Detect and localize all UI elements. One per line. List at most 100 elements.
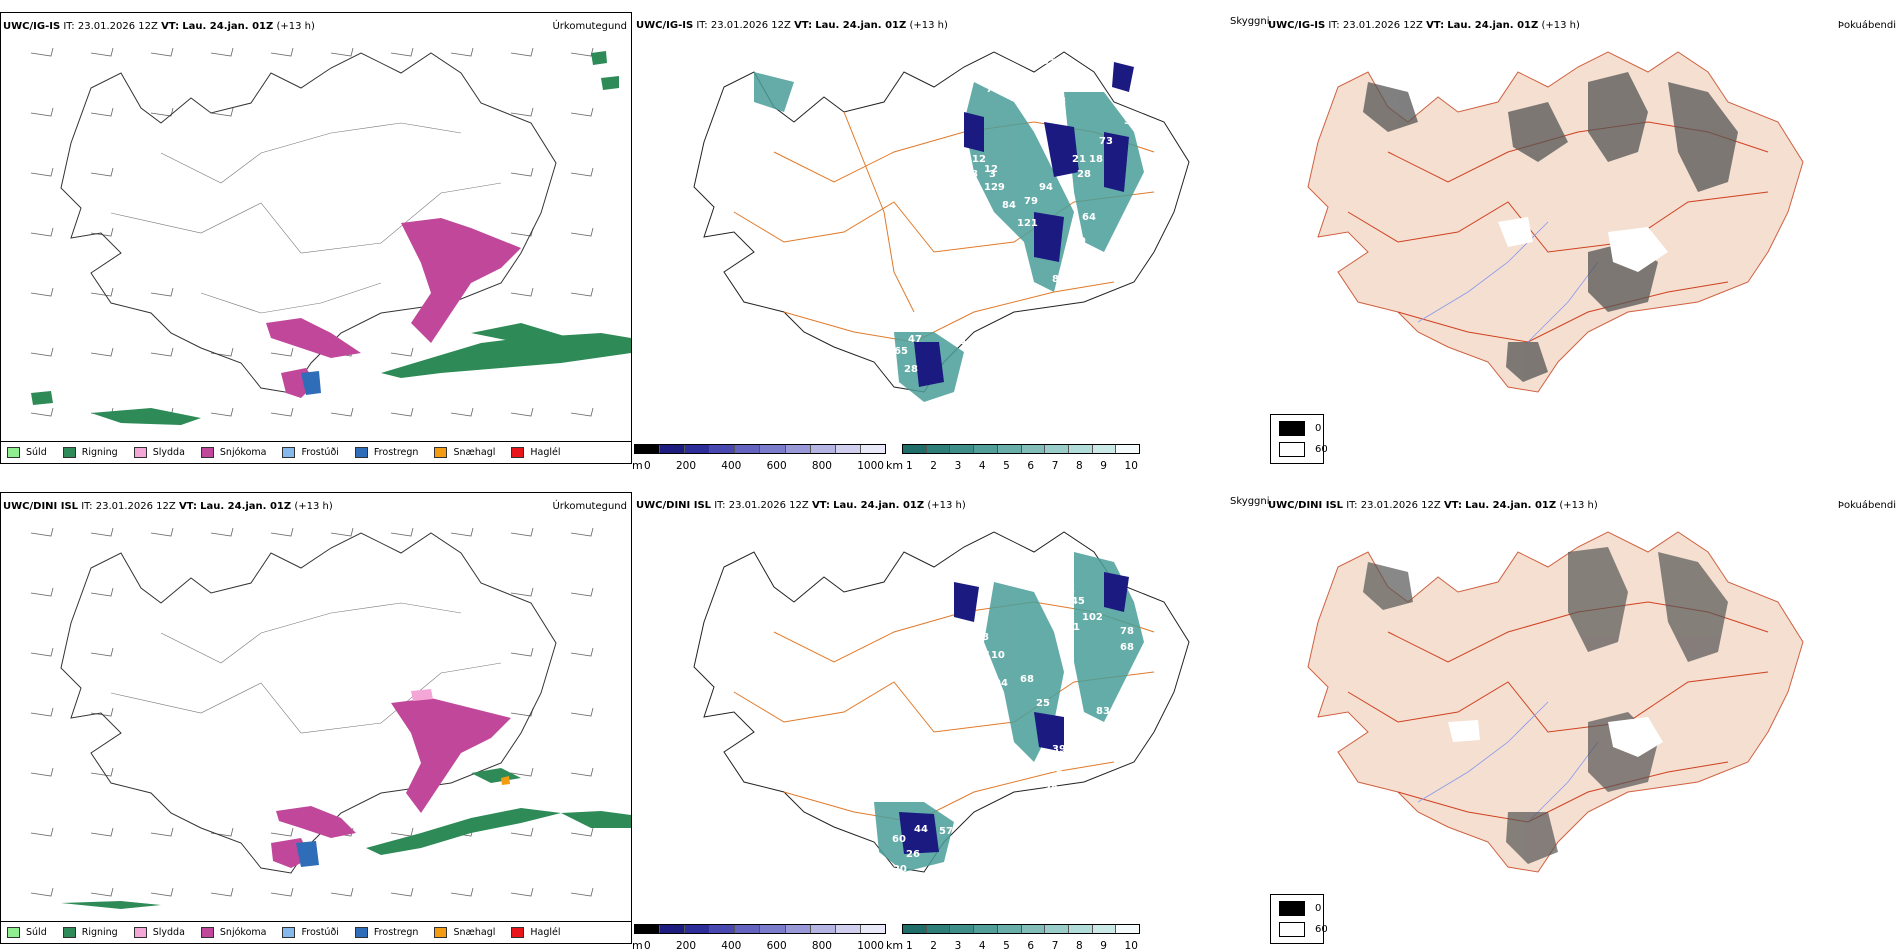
- iceland-outline: [693, 531, 1190, 873]
- legend-label: Súld: [26, 447, 47, 458]
- visibility-value-label: 84: [1002, 200, 1016, 211]
- fog-index-map-bottom: Skyggni UWC/DINI ISL IT: 23.01.2026 12Z …: [1230, 492, 1900, 944]
- panel-header: UWC/IG-IS IT: 23.01.2026 12Z VT: Lau. 24…: [3, 21, 315, 32]
- visibility-colorbar: [902, 924, 1140, 934]
- elevation-colorbar: [634, 444, 886, 454]
- visibility-value-label: 61: [1072, 752, 1086, 763]
- elevation-unit: m: [632, 939, 643, 952]
- panel-header: UWC/IG-IS IT: 23.01.2026 12Z VT: Lau. 24…: [636, 20, 948, 31]
- panel-header: UWC/IG-IS IT: 23.01.2026 12Z VT: Lau. 24…: [1268, 20, 1580, 31]
- visibility-value-label: 102: [1042, 764, 1063, 775]
- legend-label: Snæhagl: [453, 927, 496, 938]
- visibility-value-label: 12: [984, 164, 998, 175]
- legend-swatch: [7, 927, 20, 938]
- visibility-value-label: 73: [1099, 136, 1113, 147]
- visibility-value-label: 87: [1052, 274, 1066, 285]
- legend-label: Frostúði: [301, 447, 339, 458]
- visibility-value-label: 55: [1124, 116, 1138, 127]
- legend-item: Snæhagl: [434, 927, 495, 938]
- colorbar-tick: 0: [644, 940, 651, 952]
- legend-item: Frostregn: [354, 927, 418, 938]
- colorbar-tick: 6: [1027, 940, 1035, 952]
- legend-swatch: [62, 447, 76, 458]
- colorbar-tick: 2: [930, 460, 937, 472]
- elevation-ticks: 0 200 400 600 800 1000: [644, 940, 884, 952]
- visibility-value-label: 31: [1066, 622, 1080, 633]
- visibility-value-label: 30: [1044, 784, 1058, 795]
- precip-type-map-top: UWC/IG-IS IT: 23.01.2026 12Z VT: Lau. 24…: [0, 12, 632, 464]
- rain-areas: [61, 768, 631, 909]
- panel-type-label: Þokuábendi: [1837, 20, 1896, 31]
- legend-swatch: [7, 447, 20, 458]
- visibility-value-label: 28: [904, 364, 918, 375]
- visibility-value-label: 79: [986, 84, 1000, 95]
- legend-label: Rigning: [81, 447, 118, 458]
- visibility-value-label: 8: [982, 632, 989, 643]
- colorbar-tick: 400: [721, 460, 742, 472]
- legend-item: Frostúði: [282, 447, 339, 458]
- colorbar-tick: 5: [1003, 460, 1010, 472]
- legend-item: Haglél: [511, 927, 561, 938]
- colorbar-tick: 200: [675, 460, 696, 472]
- legend-label: Haglél: [530, 447, 561, 458]
- legend-swatch: [434, 447, 448, 458]
- visibility-value-label: 44: [914, 824, 928, 835]
- legend-swatch: [133, 927, 147, 938]
- visibility-value-label: 57: [939, 826, 953, 837]
- visibility-value-label: 98: [952, 336, 966, 347]
- legend-label: Frostregn: [373, 447, 419, 458]
- panel-type-label: Úrkomutegund: [552, 21, 627, 32]
- colorbar-tick: 800: [811, 460, 832, 472]
- colorbar-tick: 5: [1003, 940, 1010, 952]
- freezing-rain-area: [296, 841, 319, 867]
- panel-header: UWC/DINI ISL IT: 23.01.2026 12Z VT: Lau.…: [3, 501, 333, 512]
- colorbar-tick: 6: [1027, 460, 1035, 472]
- visibility-value-label: 25: [1036, 698, 1050, 709]
- colorbar-tick: 3: [954, 460, 962, 472]
- visibility-value-label: 68: [1020, 674, 1034, 685]
- colorbar-tick: 800: [811, 940, 832, 952]
- legend-item: Frostúði: [282, 927, 339, 938]
- iceland-outline: [60, 52, 557, 394]
- visibility-value-label: 121: [1017, 218, 1038, 229]
- freezing-rain-area: [301, 371, 321, 395]
- fog-legend: 0 60: [1270, 414, 1328, 464]
- visibility-value-label: 94: [1039, 182, 1053, 193]
- colorbar-tick: 8: [1075, 940, 1083, 952]
- rain-areas: [31, 51, 631, 425]
- visibility-value-label: 94: [994, 678, 1008, 689]
- visibility-value-label: 45: [1066, 252, 1080, 263]
- visibility-value-label: 64: [1082, 212, 1096, 223]
- panel-type-label: Þokuábendi: [1837, 500, 1896, 511]
- fog-dark-areas: [1363, 547, 1728, 864]
- visibility-map-top: UWC/IG-IS IT: 23.01.2026 12Z VT: Lau. 24…: [632, 12, 1328, 472]
- visibility-value-label: 68: [1120, 642, 1134, 653]
- legend-item: Slydda: [133, 927, 185, 938]
- fog-legend: 0 60: [1270, 894, 1328, 944]
- visibility-value-label: 110: [984, 650, 1005, 661]
- colorbar-tick: 4: [978, 940, 986, 952]
- panel-header: UWC/DINI ISL IT: 23.01.2026 12Z VT: Lau.…: [1268, 500, 1598, 511]
- snow-pellets-area: [501, 776, 510, 785]
- visibility-value-label: 47: [908, 334, 922, 345]
- legend-swatch: [354, 447, 368, 458]
- visibility-value-label: 35: [1042, 56, 1056, 67]
- legend-label: Snjókoma: [219, 927, 267, 938]
- colorbar-tick: 7: [1051, 460, 1059, 472]
- visibility-map-bottom: UWC/DINI ISL IT: 23.01.2026 12Z VT: Lau.…: [632, 492, 1328, 952]
- visibility-value-label: 18: [1089, 154, 1103, 165]
- visibility-value-label: 18: [964, 169, 978, 180]
- legend-item: Súld: [7, 927, 47, 938]
- colorbar-tick: 9: [1100, 940, 1107, 952]
- iceland-outline: [60, 532, 557, 874]
- wind-barbs: [30, 527, 594, 897]
- wind-barbs: [30, 47, 594, 417]
- visibility-colorbar: [902, 444, 1140, 454]
- colorbar-tick: 600: [766, 940, 787, 952]
- legend-swatch: [200, 927, 214, 938]
- colorbar-tick: 1000: [857, 460, 884, 472]
- sleet-areas: [411, 689, 433, 701]
